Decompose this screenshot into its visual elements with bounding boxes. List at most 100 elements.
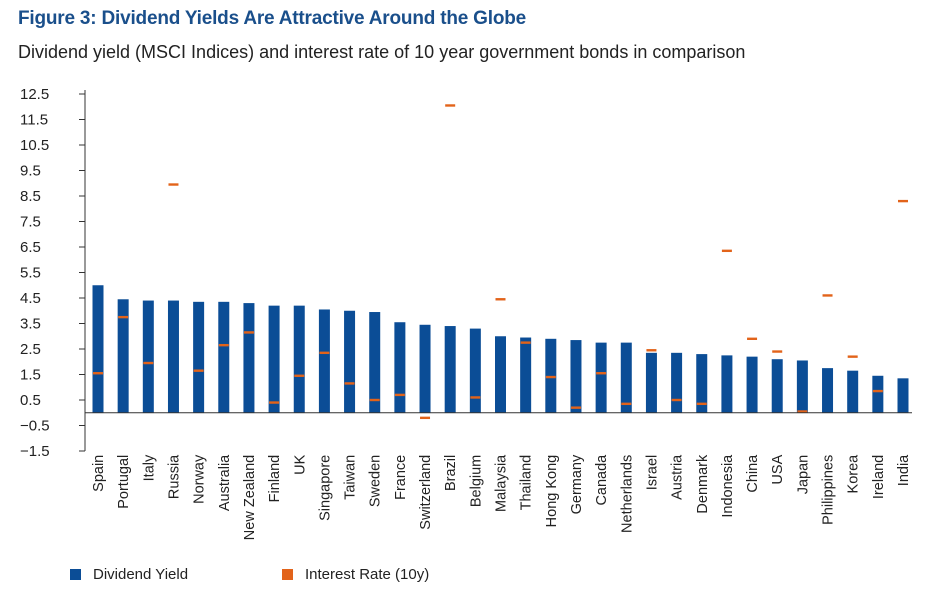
marker-interest-rate-finland [269, 401, 280, 404]
bar-dividend-yield-russia [167, 300, 179, 413]
x-tick-label-malaysia: Malaysia [494, 454, 510, 512]
x-tick-label-singapore: Singapore [317, 455, 333, 521]
bar-dividend-yield-denmark [696, 354, 708, 413]
marker-interest-rate-israel [646, 349, 657, 352]
y-tick-label: 1.5 [20, 367, 41, 384]
bar-dividend-yield-new-zealand [243, 303, 255, 413]
marker-interest-rate-uk [294, 374, 305, 377]
bar-dividend-yield-belgium [469, 328, 481, 413]
marker-interest-rate-norway [193, 369, 204, 372]
x-tick-label-korea: Korea [846, 454, 862, 494]
marker-interest-rate-philippines [822, 294, 833, 297]
y-tick-label: 11.5 [20, 112, 48, 129]
bar-dividend-yield-norway [193, 301, 205, 413]
bar-dividend-yield-israel [645, 352, 657, 413]
bar-dividend-yield-korea [847, 370, 859, 413]
x-tick-label-thailand: Thailand [519, 455, 535, 511]
x-tick-label-new-zealand: New Zealand [242, 455, 258, 540]
legend-swatch-interest-rate [282, 569, 293, 580]
x-tick-label-indonesia: Indonesia [720, 454, 736, 518]
x-tick-label-finland: Finland [267, 455, 283, 503]
y-tick-label: 6.5 [20, 239, 41, 256]
x-tick-label-belgium: Belgium [468, 455, 484, 507]
bar-dividend-yield-france [394, 322, 406, 413]
y-tick-label: 10.5 [20, 137, 49, 154]
x-tick-label-israel: Israel [644, 455, 660, 490]
bar-dividend-yield-malaysia [495, 336, 506, 413]
marker-interest-rate-korea [847, 355, 858, 358]
bar-dividend-yield-philippines [822, 368, 834, 413]
x-tick-label-usa: USA [770, 454, 786, 484]
x-tick-label-hong-kong: Hong Kong [544, 455, 560, 528]
x-tick-label-india: India [896, 454, 912, 486]
marker-interest-rate-japan [797, 410, 808, 413]
legend-swatch-dividend-yield [70, 569, 81, 580]
marker-interest-rate-france [394, 393, 405, 397]
marker-interest-rate-netherlands [621, 402, 632, 406]
bar-dividend-yield-ireland [872, 375, 884, 413]
bar-dividend-yield-indonesia [721, 355, 733, 413]
x-tick-label-portugal: Portugal [116, 455, 132, 509]
x-tick-label-russia: Russia [166, 454, 182, 499]
bar-dividend-yield-china [746, 356, 758, 413]
marker-interest-rate-singapore [319, 351, 330, 355]
marker-interest-rate-taiwan [344, 382, 355, 385]
bar-dividend-yield-netherlands [620, 342, 632, 413]
x-tick-label-ireland: Ireland [871, 455, 887, 499]
marker-interest-rate-new-zealand [243, 331, 254, 334]
x-tick-label-netherlands: Netherlands [619, 455, 635, 533]
x-tick-label-australia: Australia [217, 454, 233, 511]
marker-interest-rate-italy [143, 361, 154, 365]
bar-dividend-yield-italy [142, 300, 154, 413]
y-tick-label: 4.5 [20, 290, 41, 307]
marker-interest-rate-india [898, 199, 908, 203]
bar-dividend-yield-portugal [117, 299, 129, 413]
marker-interest-rate-canada [596, 372, 607, 375]
x-tick-label-denmark: Denmark [695, 454, 711, 514]
x-tick-label-france: France [393, 455, 409, 500]
y-axis: 12.5 11.5 10.5 9.5 8.5 7.5 6.5 5.5 4.5 3.5 2.5 1.5 0… [20, 86, 86, 460]
y-tick-label: 8.5 [20, 188, 41, 205]
y-tick-label: 2.5 [20, 341, 41, 358]
bars-group [92, 285, 909, 413]
bar-dividend-yield-spain [92, 285, 104, 413]
marker-interest-rate-spain [93, 372, 103, 375]
bar-dividend-yield-switzerland [419, 324, 431, 413]
bar-dividend-yield-japan [796, 360, 808, 413]
bar-dividend-yield-thailand [520, 337, 532, 413]
x-tick-label-uk: UK [292, 454, 308, 474]
marker-interest-rate-switzerland [420, 416, 431, 420]
marker-interest-rate-brazil [445, 104, 456, 107]
marker-interest-rate-china [747, 337, 758, 340]
x-tick-label-spain: Spain [91, 455, 107, 492]
y-tick-label: −1.5 [20, 443, 50, 460]
bar-dividend-yield-finland [268, 305, 280, 413]
bar-dividend-yield-germany [570, 340, 582, 413]
x-tick-label-italy: Italy [141, 454, 157, 481]
marker-interest-rate-hong-kong [545, 375, 556, 379]
x-tick-label-germany: Germany [569, 454, 585, 514]
x-tick-label-japan: Japan [795, 455, 811, 495]
marker-interest-rate-germany [570, 406, 581, 409]
marker-interest-rate-sweden [369, 398, 380, 402]
markers-group [93, 104, 908, 420]
x-tick-label-sweden: Sweden [368, 455, 384, 507]
x-tick-label-china: China [745, 454, 761, 493]
marker-interest-rate-indonesia [721, 249, 732, 253]
chart-subtitle: Dividend yield (MSCI Indices) and intere… [18, 42, 746, 62]
marker-interest-rate-malaysia [495, 298, 506, 301]
x-tick-label-canada: Canada [594, 454, 610, 506]
marker-interest-rate-ireland [872, 389, 883, 393]
bar-dividend-yield-sweden [369, 312, 381, 413]
legend-label-interest-rate: Interest Rate (10y) [305, 566, 430, 583]
marker-interest-rate-austria [671, 398, 682, 402]
y-tick-label: −0.5 [20, 418, 50, 435]
bar-dividend-yield-taiwan [344, 310, 356, 413]
bar-dividend-yield-usa [771, 359, 783, 413]
bar-dividend-yield-uk [293, 305, 305, 413]
marker-interest-rate-usa [772, 350, 783, 353]
marker-interest-rate-belgium [470, 396, 481, 399]
marker-interest-rate-australia [218, 343, 229, 347]
y-tick-label: 0.5 [20, 392, 41, 409]
